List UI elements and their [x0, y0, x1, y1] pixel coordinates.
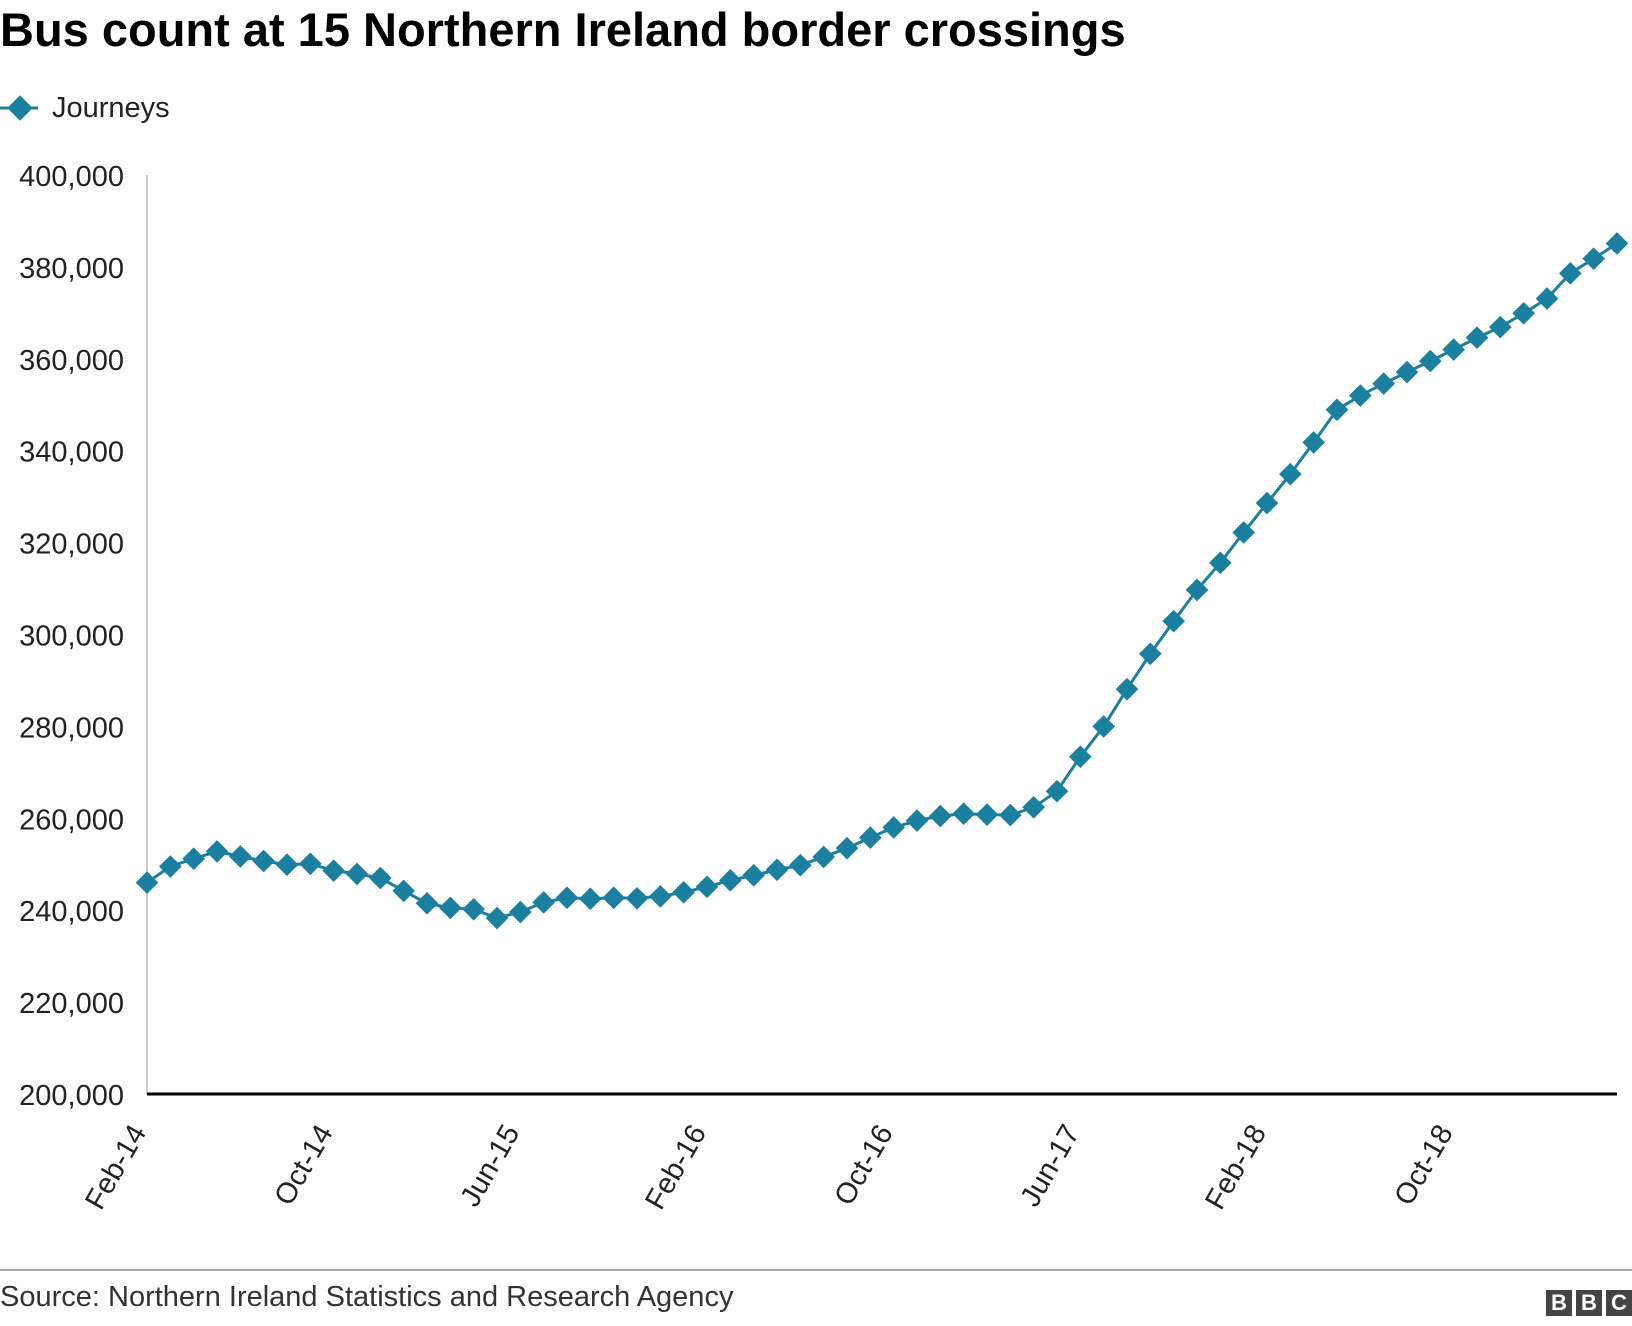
data-point [1069, 745, 1092, 769]
legend: Journeys [0, 90, 170, 126]
data-point [1349, 384, 1372, 407]
data-point [929, 804, 952, 828]
data-point [252, 849, 275, 873]
y-tick-label: 200,000 [19, 1080, 124, 1112]
data-point [742, 863, 765, 887]
data-point [1185, 578, 1209, 602]
data-point [229, 845, 252, 868]
data-point [1325, 398, 1349, 422]
data-point [905, 809, 929, 832]
data-point [1139, 642, 1162, 666]
x-tick-label: Jun-17 [1014, 1120, 1086, 1213]
x-tick-label: Feb-14 [79, 1120, 153, 1216]
x-tick-label: Feb-18 [1199, 1120, 1273, 1216]
bbc-logo: B B C [1546, 1290, 1632, 1316]
y-tick-label: 280,000 [19, 712, 124, 744]
y-tick-label: 300,000 [19, 621, 124, 653]
data-point [532, 891, 555, 914]
data-point [1115, 677, 1139, 701]
data-point [1232, 521, 1255, 544]
data-point [462, 897, 485, 921]
x-axis: Feb-14 Oct-14 Jun-15 Feb-16 Oct-16 Jun-17 Feb-… [79, 1092, 1617, 1216]
legend-label: Journeys [52, 91, 170, 124]
source-note: Source: Northern Ireland Statistics and … [0, 1281, 734, 1313]
data-point [789, 853, 812, 877]
data-point [672, 880, 695, 904]
data-point [369, 866, 392, 890]
data-point [1045, 779, 1069, 803]
data-point [509, 900, 532, 924]
data-point [275, 853, 299, 877]
footer-divider [0, 1269, 1632, 1271]
bbc-logo-letter: B [1576, 1290, 1602, 1316]
data-point [695, 875, 719, 899]
y-tick-label: 320,000 [19, 529, 124, 561]
data-point [579, 887, 602, 911]
chart-title: Bus count at 15 Northern Ireland border … [0, 3, 1126, 56]
data-point [182, 847, 205, 871]
data-point [1255, 491, 1279, 515]
data-point [392, 879, 415, 903]
y-tick-label: 360,000 [19, 345, 124, 377]
data-point [835, 836, 859, 860]
data-point [439, 896, 462, 920]
data-point [159, 855, 182, 878]
data-point [859, 826, 882, 849]
data-point [1419, 349, 1442, 373]
data-point [1162, 609, 1185, 633]
data-point [555, 886, 579, 910]
data-point [1022, 795, 1045, 819]
series-line [146, 242, 1618, 920]
data-point [1582, 247, 1605, 270]
y-tick-label: 340,000 [19, 437, 124, 469]
data-point [1209, 551, 1232, 575]
data-point [1489, 315, 1512, 339]
x-tick-label: Oct-14 [269, 1120, 340, 1211]
data-point [1372, 372, 1395, 395]
data-point [1302, 431, 1325, 454]
data-point [135, 871, 159, 894]
bbc-logo-letter: C [1606, 1290, 1632, 1316]
data-point [322, 859, 345, 882]
x-tick-label: Oct-16 [829, 1120, 900, 1211]
data-point [1605, 232, 1629, 255]
data-point [1559, 262, 1582, 285]
data-point [1442, 338, 1465, 361]
y-tick-label: 400,000 [19, 161, 124, 193]
y-axis: 200,000 220,000 240,000 260,000 280,000 300,0… [19, 161, 148, 1112]
y-tick-label: 220,000 [19, 988, 124, 1020]
data-point [1279, 462, 1302, 486]
line-chart: 200,000 220,000 240,000 260,000 280,000 300,0… [19, 161, 1629, 1216]
data-point [1465, 326, 1489, 349]
data-point [999, 803, 1022, 827]
data-point [1512, 301, 1535, 325]
data-point [602, 886, 625, 910]
data-point [625, 886, 649, 910]
data-point [345, 862, 369, 886]
data-point [649, 885, 672, 908]
data-point [1535, 287, 1559, 310]
y-tick-label: 380,000 [19, 253, 124, 285]
bbc-logo-letter: B [1546, 1290, 1572, 1316]
data-point [1395, 360, 1419, 384]
x-tick-label: Jun-15 [454, 1120, 526, 1213]
y-tick-label: 240,000 [19, 896, 124, 928]
data-point [299, 852, 322, 876]
x-tick-label: Feb-16 [639, 1120, 713, 1216]
data-point [952, 802, 975, 826]
legend-marker-icon [0, 95, 38, 121]
data-point [975, 803, 999, 826]
data-point [485, 906, 509, 930]
data-point [205, 840, 229, 863]
y-tick-label: 260,000 [19, 804, 124, 836]
data-point [415, 891, 439, 915]
data-point [812, 845, 835, 869]
data-point [882, 816, 905, 839]
data-point [765, 858, 789, 882]
data-point [719, 869, 742, 892]
x-tick-label: Oct-18 [1389, 1120, 1460, 1211]
data-point [1092, 715, 1115, 738]
series-journeys [135, 232, 1629, 930]
